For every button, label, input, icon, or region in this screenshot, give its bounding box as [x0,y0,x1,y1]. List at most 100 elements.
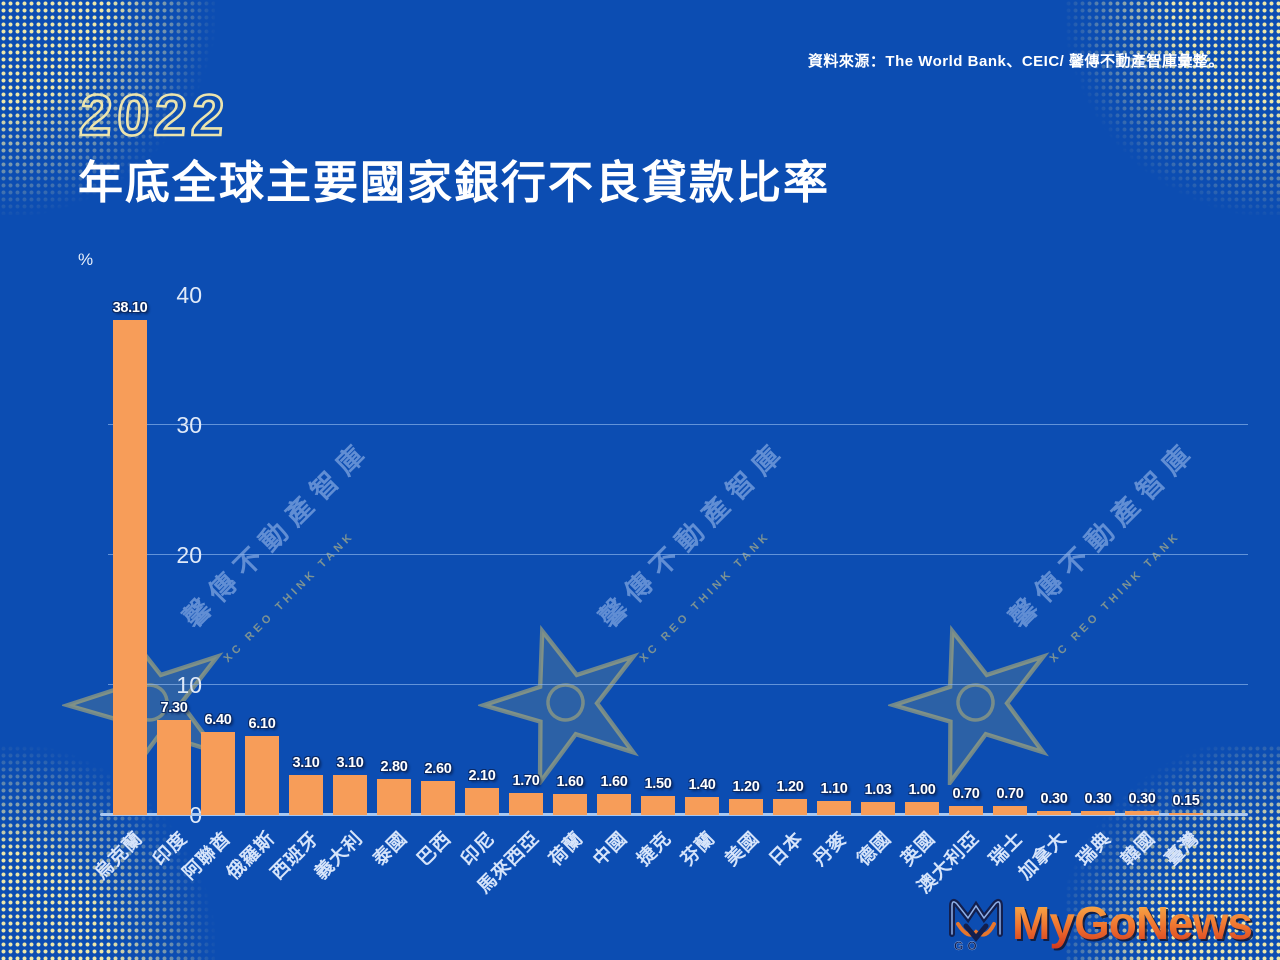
bar [949,805,983,815]
bar-value-label: 1.20 [776,779,804,796]
bar-slot: 7.30 印度 [149,295,196,870]
bar-value-label: 0.30 [1040,791,1068,808]
y-tick-label: 30 [176,412,202,438]
bar-value-label: 1.00 [908,782,936,798]
bar-slot: 1.40 芬蘭 [677,295,724,870]
bar-value-label: 6.10 [248,715,276,732]
x-category-label: 阿聯酋 [178,827,235,884]
bar [1037,811,1071,815]
bar-value-label: 1.50 [644,775,672,792]
gridline [108,554,1248,555]
bar-slot: 0.15 臺灣 [1161,295,1208,870]
bar [729,799,763,815]
bar-value-label: 0.30 [1084,791,1112,808]
bar [773,799,807,815]
bar [1169,813,1203,815]
bar-slot: 0.30 韓國 [1117,295,1164,870]
bar-value-label: 0.30 [1128,791,1156,808]
bar-chart: 010203040 38.10烏克蘭7.30印度6.40阿聯酋6.10俄羅斯3.… [91,284,1248,897]
y-tick-label: 40 [176,282,202,308]
x-category-label: 義大利 [310,827,367,884]
x-category-label: 荷蘭 [544,827,587,870]
x-category-label: 丹麥 [808,827,851,870]
source-note: 資料來源：The World Bank、CEIC/ 馨傳不動產智庫彙整。 [807,53,1224,70]
bar [685,796,719,815]
bar-slot: 1.20 日本 [765,295,812,870]
x-category-label: 韓國 [1116,827,1159,870]
bar-slot: 1.70 馬來西亞 [473,295,548,897]
bar-slot: 0.30 加拿大 [1015,295,1076,883]
bar-slot: 1.60 中國 [589,295,636,870]
bar-value-label: 0.15 [1172,793,1200,809]
halftone-corner-top-right [1065,0,1280,215]
bar-value-label: 2.80 [380,758,408,775]
bar-slot: 1.03 德國 [853,295,900,870]
gridline [108,424,1248,425]
bar-slot: 2.10 印尼 [457,295,504,870]
bar-value-label: 0.70 [952,785,980,802]
x-category-label: 巴西 [412,827,455,870]
bar-value-label: 38.10 [112,299,148,316]
bar-value-label: 3.10 [336,754,364,771]
x-category-label: 捷克 [632,827,675,870]
x-category-label: 日本 [764,827,807,870]
bar-value-label: 1.20 [732,779,760,796]
mygonews-logo-mark-icon: GO [949,898,1004,952]
bar-slot: 1.10 丹麥 [809,295,856,870]
x-category-label: 德國 [852,827,895,870]
bar-value-label: 1.10 [820,780,848,797]
y-axis-unit-label: % [78,250,94,269]
bar [1081,811,1115,815]
bar [201,731,235,815]
bar-slot: 0.70 瑞士 [985,295,1032,870]
bar [1125,811,1159,815]
bar [993,805,1027,815]
bar-value-label: 2.60 [424,761,452,778]
bar [509,792,543,815]
x-category-label: 加拿大 [1014,827,1071,884]
bar [333,774,367,815]
gridline [108,684,1248,685]
bar-value-label: 3.10 [292,754,320,771]
bar [553,794,587,815]
bars-row: 38.10 烏克蘭 7.30 印度 6.40 阿聯酋 6.10 俄羅斯 3.10 西班牙 3.10 義… [91,295,1208,897]
logo-go-text: GO [954,939,981,952]
bar-value-label: 0.70 [996,785,1024,802]
mygonews-logo-text: MyGoNews [1012,897,1253,949]
bar [465,787,499,815]
bar-slot: 1.60 荷蘭 [545,295,592,870]
x-category-label: 美國 [720,827,763,870]
bar-value-label: 1.70 [512,772,540,789]
bar-slot: 38.10 烏克蘭 [91,295,152,884]
page-title: 年底全球主要國家銀行不良貸款比率 [78,157,831,208]
bar-slot: 3.10 義大利 [311,295,372,883]
bar-slot: 6.10 俄羅斯 [223,295,284,883]
bar [421,781,455,815]
bar-value-label: 1.60 [556,774,584,791]
bar-slot: 6.40 阿聯酋 [179,295,240,883]
x-category-label: 西班牙 [266,827,323,884]
x-category-label: 烏克蘭 [90,827,147,884]
y-tick-label: 20 [176,542,202,568]
bar [289,774,323,815]
bar [597,794,631,815]
x-category-label: 芬蘭 [676,827,719,870]
bar-value-label: 6.40 [204,711,232,728]
bar [817,800,851,815]
bar-slot: 2.60 巴西 [413,295,460,870]
x-category-label: 瑞典 [1072,827,1115,870]
bar-value-label: 1.03 [864,781,892,798]
x-category-label: 中國 [588,827,631,870]
year-title: 2022 [76,82,232,150]
bar-slot: 0.30 瑞典 [1073,295,1120,870]
bar-slot: 2.80 泰國 [369,295,416,870]
bar [861,801,895,815]
bar [245,735,279,815]
bar-slot: 1.50 捷克 [633,295,680,870]
bar-value-label: 1.60 [600,774,628,791]
x-category-label: 俄羅斯 [222,827,279,884]
bar [157,720,191,815]
mygonews-logo: GO MyGoNews [944,894,1253,952]
x-category-label: 泰國 [368,827,411,870]
x-category-label: 臺灣 [1160,827,1203,870]
